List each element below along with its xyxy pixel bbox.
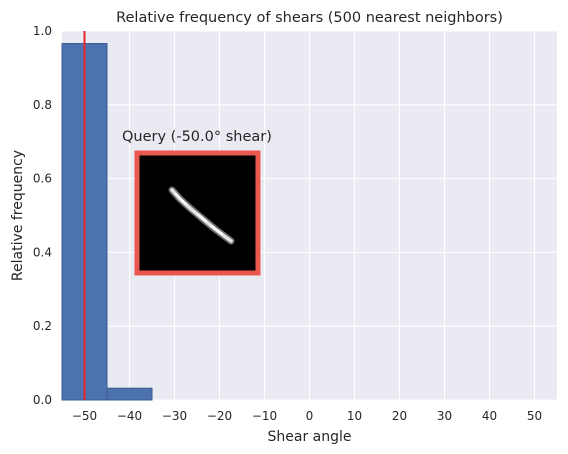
y-tick-labels: 0.0 0.2 0.4 0.6 0.8 1.0 [33,24,52,407]
digit-stroke-highlight [175,193,223,235]
chart-title: Relative frequency of shears (500 neares… [116,10,503,26]
x-tick-label: −20 [207,409,232,423]
x-tick-label: 30 [437,409,452,423]
y-tick-label: 0.8 [33,98,52,112]
x-tick-label: 10 [347,409,362,423]
y-tick-label: 0.0 [33,393,52,407]
query-annotation-label: Query (-50.0° shear) [122,129,272,145]
histogram-bar [106,387,153,401]
x-tick-label: 40 [482,409,497,423]
x-tick-label: −10 [252,409,277,423]
x-tick-label: −30 [162,409,187,423]
x-tick-label: 50 [527,409,542,423]
x-tick-label: 0 [306,409,314,423]
x-tick-labels: −50 −40 −30 −20 −10 0 10 20 30 40 50 [72,409,542,423]
x-tick-label: −40 [117,409,142,423]
x-tick-label: −50 [72,409,97,423]
y-tick-label: 1.0 [33,24,52,38]
y-tick-label: 0.6 [33,172,52,186]
y-tick-label: 0.4 [33,245,52,259]
x-axis-label: Shear angle [268,429,352,445]
y-tick-label: 0.2 [33,319,52,333]
y-axis-label: Relative frequency [10,150,26,281]
x-tick-label: 20 [392,409,407,423]
grid-lines [62,30,557,401]
query-digit-thumbnail [134,150,261,276]
